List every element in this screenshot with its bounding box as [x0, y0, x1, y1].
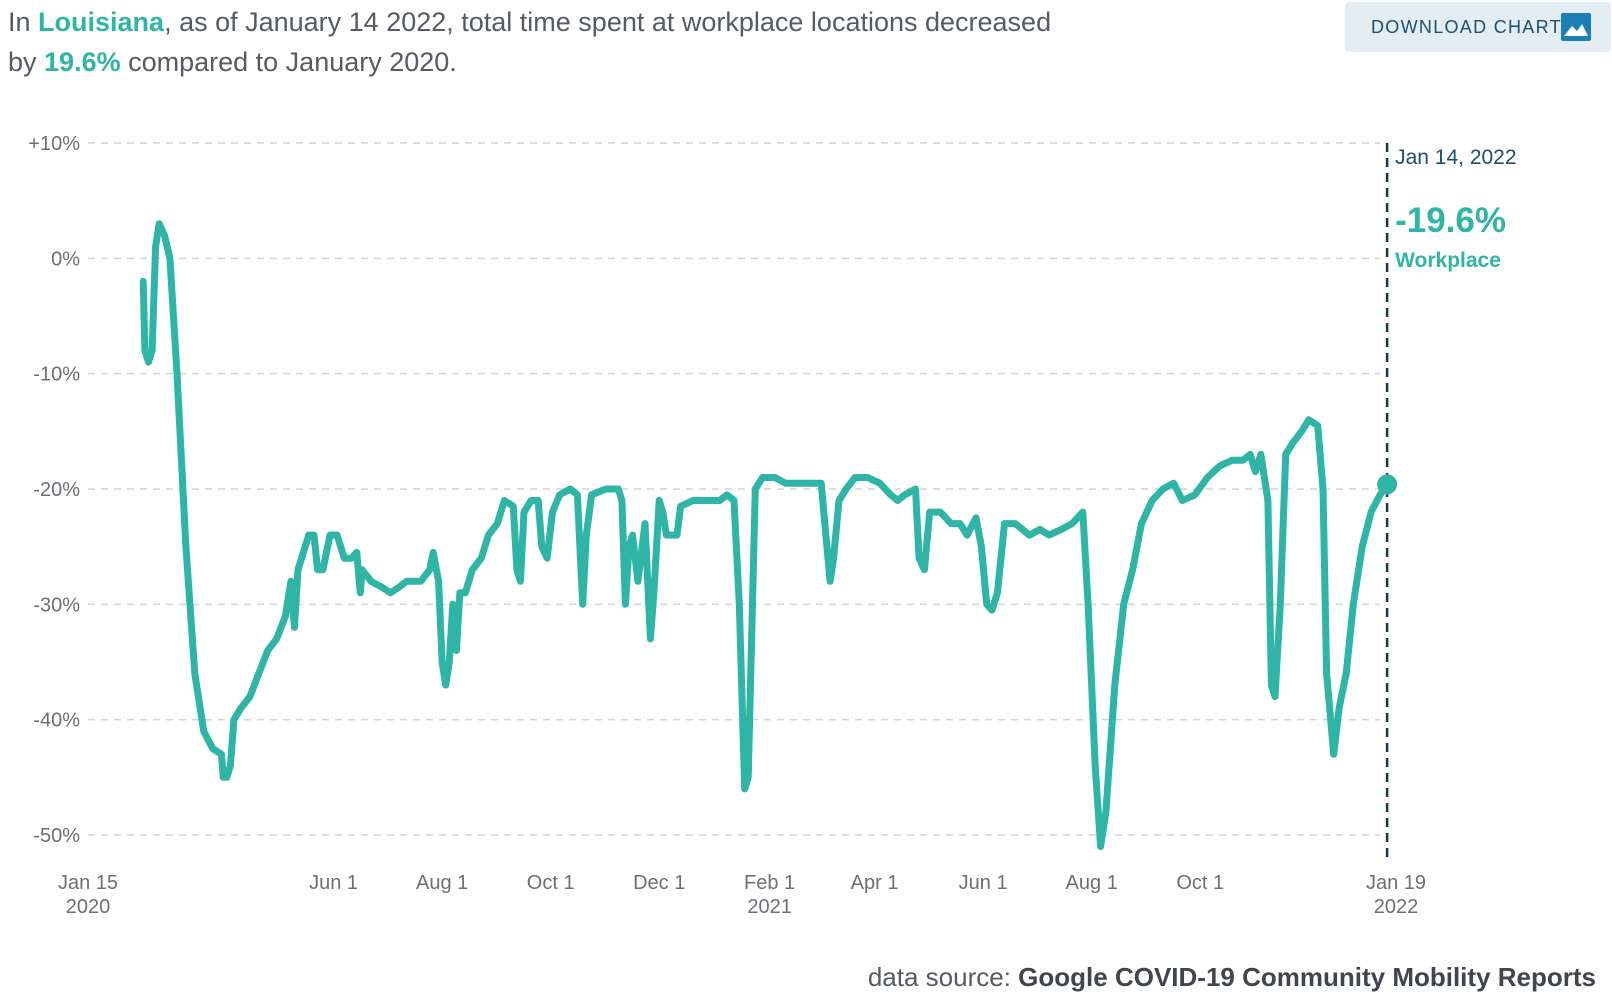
y-tick-label: -10%: [33, 364, 80, 386]
x-tick-label: Jan 19: [1366, 872, 1426, 894]
series-line-workplace: [139, 220, 1391, 850]
y-tick-label: -40%: [33, 710, 80, 732]
x-tick-label: Jun 1: [309, 872, 358, 894]
y-axis-ticks: +10% 0% -10% -20% -30% -40% -50%: [28, 133, 80, 847]
image-icon: [1561, 13, 1591, 41]
headline-suffix: compared to January 2020.: [120, 47, 457, 77]
x-tick-label: Dec 1: [633, 872, 685, 894]
x-tick-label: Feb 1: [744, 872, 795, 894]
data-source: data source: Google COVID-19 Community M…: [868, 962, 1596, 993]
marker-date-label: Jan 14, 2022: [1395, 146, 1516, 169]
chart-headline: In Louisiana, as of January 14 2022, tot…: [8, 2, 1068, 82]
download-chart-button[interactable]: DOWNLOAD CHART: [1345, 2, 1611, 52]
y-tick-label: -50%: [33, 825, 80, 847]
current-date-marker: Jan 14, 2022 -19.6% Workplace: [1377, 143, 1517, 857]
x-tick-label: Oct 1: [527, 872, 575, 894]
headline-change: 19.6%: [44, 47, 121, 77]
y-tick-label: 0%: [51, 248, 80, 270]
x-tick-year-label: 2021: [747, 896, 792, 918]
download-chart-label: DOWNLOAD CHART: [1371, 16, 1562, 37]
headline-state[interactable]: Louisiana: [38, 7, 165, 37]
data-source-link[interactable]: Google COVID-19 Community Mobility Repor…: [1018, 962, 1596, 992]
x-tick-label: Jan 15: [58, 872, 118, 894]
headline-prefix: In: [8, 7, 39, 37]
x-tick-label: Aug 1: [416, 872, 468, 894]
series-layer: [139, 220, 1391, 850]
x-tick-label: Apr 1: [851, 872, 899, 894]
y-tick-label: +10%: [28, 133, 80, 155]
marker-value-label: -19.6%: [1395, 201, 1506, 240]
y-tick-label: -30%: [33, 594, 80, 616]
headline-middle: , as of January 14 2022, total time spen…: [8, 7, 1052, 77]
x-tick-label: Aug 1: [1066, 872, 1118, 894]
x-tick-year-label: 2020: [66, 896, 111, 918]
marker-series-label: Workplace: [1395, 249, 1501, 272]
chart-gridlines: [88, 142, 1380, 836]
x-tick-year-label: 2022: [1374, 896, 1419, 918]
x-tick-label: Oct 1: [1176, 872, 1224, 894]
marker-point: [1377, 474, 1398, 495]
y-tick-label: -20%: [33, 479, 80, 501]
x-tick-label: Jun 1: [959, 872, 1008, 894]
data-source-label: data source:: [867, 962, 1011, 992]
